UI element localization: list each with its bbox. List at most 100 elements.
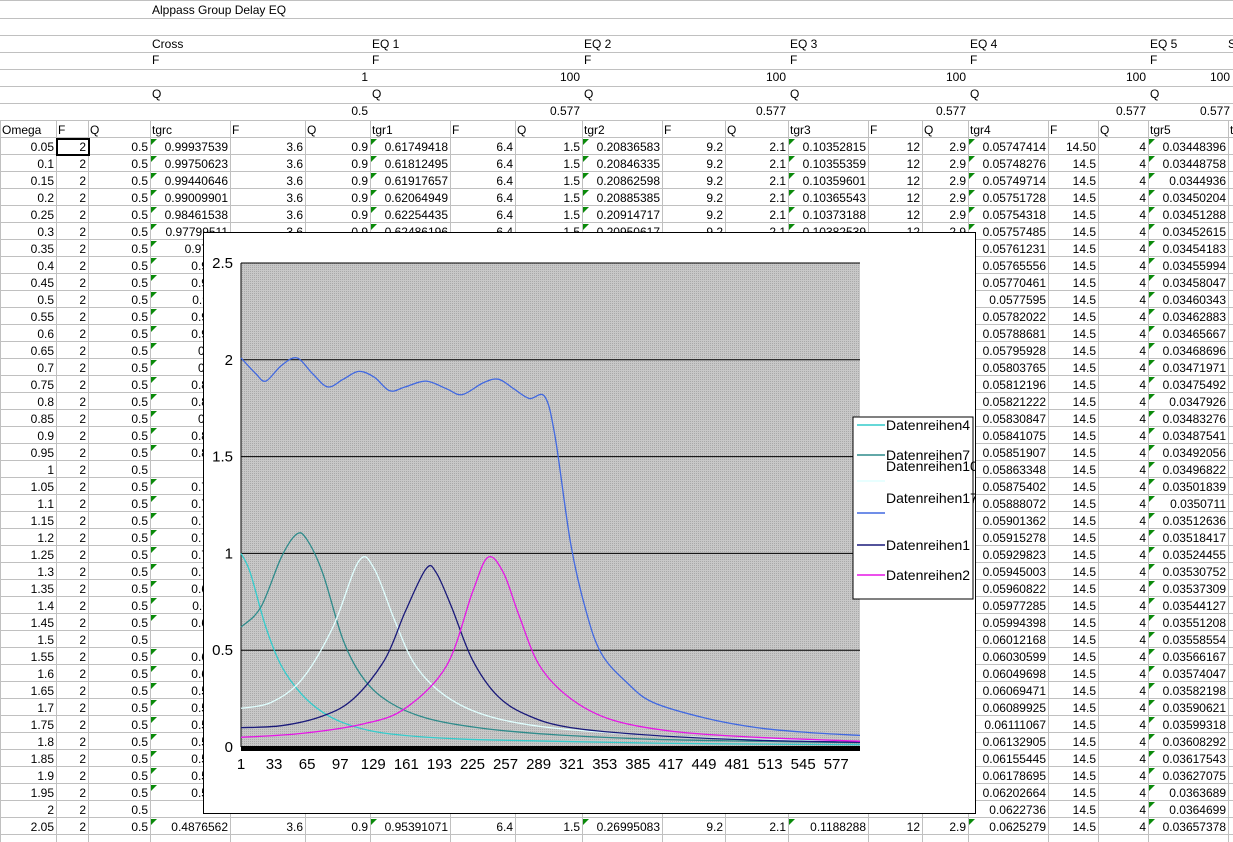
- formula-warning-indicator[interactable]: [969, 173, 975, 179]
- table-cell[interactable]: 2: [79, 718, 86, 732]
- table-cell[interactable]: 0.15: [30, 174, 54, 188]
- table-cell[interactable]: 0.55: [30, 310, 54, 324]
- formula-warning-indicator[interactable]: [789, 224, 795, 230]
- table-cell[interactable]: 0.20846335: [596, 157, 660, 171]
- table-cell[interactable]: 0.95391071: [384, 820, 448, 834]
- formula-warning-indicator[interactable]: [1149, 751, 1155, 757]
- formula-warning-indicator[interactable]: [1149, 326, 1155, 332]
- table-cell[interactable]: 0.9: [37, 429, 54, 443]
- f-value[interactable]: 100: [1209, 70, 1230, 84]
- table-cell[interactable]: 4: [1139, 531, 1146, 545]
- formula-warning-indicator[interactable]: [151, 309, 157, 315]
- formula-warning-indicator[interactable]: [1149, 581, 1155, 587]
- table-cell[interactable]: 2: [79, 565, 86, 579]
- table-cell[interactable]: 0.06155445: [982, 752, 1046, 766]
- table-cell[interactable]: 2: [79, 548, 86, 562]
- q-label[interactable]: Q: [790, 87, 800, 101]
- table-cell[interactable]: 2: [79, 463, 86, 477]
- table-cell[interactable]: 0.05757485: [982, 225, 1046, 239]
- table-cell[interactable]: 0.99440646: [164, 174, 228, 188]
- table-cell[interactable]: 2: [79, 803, 86, 817]
- table-cell[interactable]: 12: [906, 140, 920, 154]
- table-cell[interactable]: 14.5: [1072, 786, 1096, 800]
- chart-object[interactable]: 0 0.5 1 1.5 2 2.5 1 33 65 97 129 161 193 225 257 289 321…: [203, 232, 976, 814]
- table-cell[interactable]: 2: [79, 514, 86, 528]
- f-value[interactable]: 100: [945, 70, 966, 84]
- table-cell[interactable]: 2: [79, 225, 86, 239]
- table-cell[interactable]: 12: [906, 174, 920, 188]
- table-cell[interactable]: 0.05795928: [982, 344, 1046, 358]
- table-cell[interactable]: 14.5: [1072, 718, 1096, 732]
- formula-warning-indicator[interactable]: [151, 598, 157, 604]
- formula-warning-indicator[interactable]: [151, 819, 157, 825]
- table-cell[interactable]: 0.05821222: [982, 395, 1046, 409]
- formula-warning-indicator[interactable]: [1149, 683, 1155, 689]
- formula-warning-indicator[interactable]: [371, 139, 377, 145]
- table-cell[interactable]: 3.6: [286, 157, 303, 171]
- table-cell[interactable]: 0.05945003: [982, 565, 1046, 579]
- formula-warning-indicator[interactable]: [151, 411, 157, 417]
- formula-warning-indicator[interactable]: [1149, 275, 1155, 281]
- table-cell[interactable]: 0.03452615: [1162, 225, 1226, 239]
- table-cell[interactable]: 0.5: [131, 361, 148, 375]
- q-label[interactable]: Q: [152, 87, 162, 101]
- table-cell[interactable]: 2: [79, 633, 86, 647]
- table-cell[interactable]: 0.5: [131, 310, 148, 324]
- table-cell[interactable]: 0.0363689: [1169, 786, 1226, 800]
- table-cell[interactable]: 0.62254435: [384, 208, 448, 222]
- table-cell[interactable]: 14.5: [1072, 259, 1096, 273]
- formula-warning-indicator[interactable]: [1149, 411, 1155, 417]
- table-cell[interactable]: 0.05841075: [982, 429, 1046, 443]
- formula-warning-indicator[interactable]: [1149, 173, 1155, 179]
- table-cell[interactable]: 0.5: [131, 582, 148, 596]
- table-cell[interactable]: 14.5: [1072, 616, 1096, 630]
- table-cell[interactable]: 0.6: [37, 327, 54, 341]
- table-cell[interactable]: 2: [79, 412, 86, 426]
- formula-warning-indicator[interactable]: [151, 258, 157, 264]
- table-cell[interactable]: 1.15: [30, 514, 54, 528]
- table-cell[interactable]: 2.9: [949, 191, 966, 205]
- formula-warning-indicator[interactable]: [1149, 292, 1155, 298]
- table-cell[interactable]: 2: [79, 701, 86, 715]
- table-cell[interactable]: 0.5: [131, 718, 148, 732]
- table-cell[interactable]: 14.5: [1072, 633, 1096, 647]
- table-cell[interactable]: 0.5: [131, 820, 148, 834]
- formula-warning-indicator[interactable]: [969, 190, 975, 196]
- q-label[interactable]: Q: [970, 87, 980, 101]
- table-cell[interactable]: 14.5: [1072, 293, 1096, 307]
- formula-warning-indicator[interactable]: [151, 207, 157, 213]
- f-value[interactable]: 100: [559, 70, 580, 84]
- table-cell[interactable]: 0.0364699: [1169, 803, 1226, 817]
- table-cell[interactable]: 0.10365543: [802, 191, 866, 205]
- formula-warning-indicator[interactable]: [151, 751, 157, 757]
- table-cell[interactable]: 1.55: [30, 650, 54, 664]
- table-cell[interactable]: 2: [79, 242, 86, 256]
- formula-warning-indicator[interactable]: [151, 530, 157, 536]
- table-cell[interactable]: 14.5: [1072, 531, 1096, 545]
- section-name[interactable]: EQ 5: [1150, 37, 1178, 51]
- formula-warning-indicator[interactable]: [371, 156, 377, 162]
- formula-warning-indicator[interactable]: [371, 207, 377, 213]
- table-cell[interactable]: 6.4: [496, 157, 513, 171]
- table-cell[interactable]: 2: [79, 480, 86, 494]
- column-header[interactable]: tgr5: [1150, 123, 1171, 137]
- formula-warning-indicator[interactable]: [789, 819, 795, 825]
- table-cell[interactable]: 0.05863348: [982, 463, 1046, 477]
- table-cell[interactable]: 0.05888072: [982, 497, 1046, 511]
- table-cell[interactable]: 0.98461538: [164, 208, 228, 222]
- table-cell[interactable]: 14.5: [1072, 242, 1096, 256]
- formula-warning-indicator[interactable]: [371, 190, 377, 196]
- table-cell[interactable]: 2: [79, 650, 86, 664]
- table-cell[interactable]: 2: [79, 378, 86, 392]
- table-cell[interactable]: 4: [1139, 735, 1146, 749]
- table-cell[interactable]: 4: [1139, 361, 1146, 375]
- table-cell[interactable]: 2: [79, 395, 86, 409]
- formula-warning-indicator[interactable]: [151, 428, 157, 434]
- table-cell[interactable]: 0.03462883: [1162, 310, 1226, 324]
- table-cell[interactable]: 2: [79, 429, 86, 443]
- formula-warning-indicator[interactable]: [789, 207, 795, 213]
- table-cell[interactable]: 1.75: [30, 718, 54, 732]
- table-cell[interactable]: 0.05751728: [982, 191, 1046, 205]
- q-value[interactable]: 0.577: [1199, 104, 1230, 118]
- table-cell[interactable]: 0.5: [131, 803, 148, 817]
